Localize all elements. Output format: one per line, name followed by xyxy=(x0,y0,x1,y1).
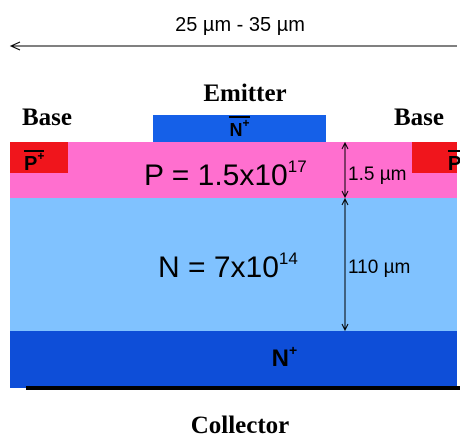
n-drift-doping-label: N = 7x1014 xyxy=(158,249,298,284)
width-dimension-label: 25 µm - 35 µm xyxy=(175,14,305,36)
emitter-n-plus-region: N+ xyxy=(153,115,326,142)
p-base-layer xyxy=(10,142,457,198)
width-dimension-arrow xyxy=(9,41,457,51)
p-base-thickness-label: 1.5 µm xyxy=(348,164,407,185)
base-p-plus-region-left xyxy=(10,142,68,173)
base-region-label-left: P+ xyxy=(24,149,45,175)
n-plus-collector-layer xyxy=(10,331,457,388)
n-drift-thickness-label: 110 µm xyxy=(348,257,411,278)
collector-metal-contact xyxy=(26,386,460,390)
n-drift-layer xyxy=(10,198,457,331)
base-terminal-label-right: Base xyxy=(394,104,444,131)
emitter-terminal-label: Emitter xyxy=(203,80,287,107)
p-base-doping-label: P = 1.5x1017 xyxy=(144,157,307,192)
collector-region-label: N+ xyxy=(271,342,298,372)
base-region-label-right: P+ xyxy=(447,150,460,175)
base-p-plus-region-right xyxy=(412,142,457,173)
base-terminal-label-left: Base xyxy=(22,104,72,131)
collector-terminal-label: Collector xyxy=(190,412,290,439)
emitter-region-label: N+ xyxy=(229,115,250,140)
